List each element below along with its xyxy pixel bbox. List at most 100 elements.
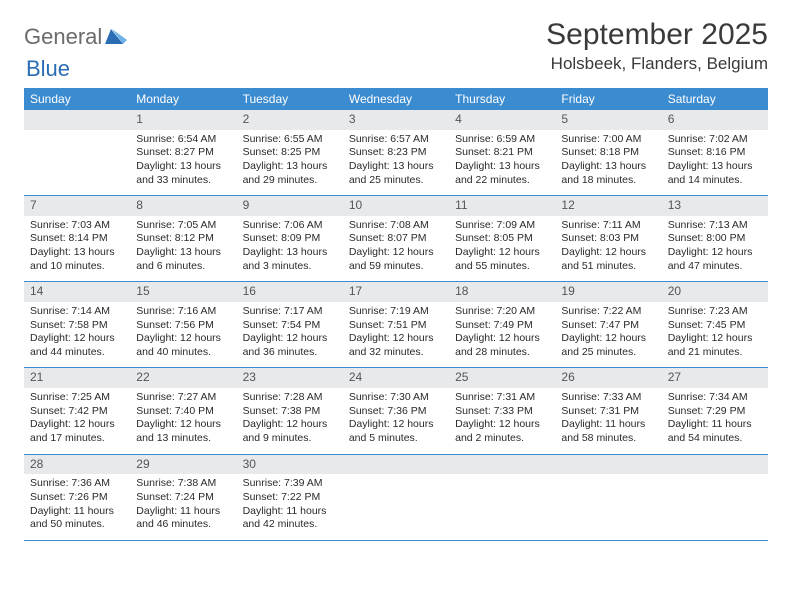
day-body: Sunrise: 7:28 AMSunset: 7:38 PMDaylight:… [237,388,343,454]
sunrise-text: Sunrise: 7:20 AM [455,305,549,319]
day-body: Sunrise: 7:06 AMSunset: 8:09 PMDaylight:… [237,216,343,282]
day-number: 16 [237,282,343,302]
daylight-text: Daylight: 11 hours and 54 minutes. [668,418,762,445]
daylight-text: Daylight: 12 hours and 25 minutes. [561,332,655,359]
sunset-text: Sunset: 7:33 PM [455,405,549,419]
sunrise-text: Sunrise: 7:19 AM [349,305,443,319]
calendar-day: 25Sunrise: 7:31 AMSunset: 7:33 PMDayligh… [449,368,555,454]
day-number: 9 [237,196,343,216]
day-body: Sunrise: 7:13 AMSunset: 8:00 PMDaylight:… [662,216,768,282]
sunset-text: Sunset: 7:54 PM [243,319,337,333]
day-body: Sunrise: 7:31 AMSunset: 7:33 PMDaylight:… [449,388,555,454]
sunrise-text: Sunrise: 7:00 AM [561,133,655,147]
calendar-day: 4Sunrise: 6:59 AMSunset: 8:21 PMDaylight… [449,110,555,196]
calendar-day: 27Sunrise: 7:34 AMSunset: 7:29 PMDayligh… [662,368,768,454]
day-number: 19 [555,282,661,302]
day-body: Sunrise: 7:02 AMSunset: 8:16 PMDaylight:… [662,130,768,196]
day-number: 17 [343,282,449,302]
calendar-day: 5Sunrise: 7:00 AMSunset: 8:18 PMDaylight… [555,110,661,196]
logo-triangle-icon [105,26,127,49]
day-number: 6 [662,110,768,130]
calendar-day: 10Sunrise: 7:08 AMSunset: 8:07 PMDayligh… [343,196,449,282]
sunrise-text: Sunrise: 7:03 AM [30,219,124,233]
sunset-text: Sunset: 8:03 PM [561,232,655,246]
sunrise-text: Sunrise: 7:11 AM [561,219,655,233]
day-body [24,130,130,188]
sunset-text: Sunset: 7:42 PM [30,405,124,419]
sunset-text: Sunset: 7:40 PM [136,405,230,419]
logo-text-blue: Blue [26,56,70,81]
day-body: Sunrise: 7:20 AMSunset: 7:49 PMDaylight:… [449,302,555,368]
day-body: Sunrise: 6:59 AMSunset: 8:21 PMDaylight:… [449,130,555,196]
calendar-day: 19Sunrise: 7:22 AMSunset: 7:47 PMDayligh… [555,282,661,368]
calendar-week: 1Sunrise: 6:54 AMSunset: 8:27 PMDaylight… [24,110,768,196]
calendar-week: 14Sunrise: 7:14 AMSunset: 7:58 PMDayligh… [24,282,768,368]
sunrise-text: Sunrise: 7:36 AM [30,477,124,491]
day-body: Sunrise: 6:57 AMSunset: 8:23 PMDaylight:… [343,130,449,196]
sunrise-text: Sunrise: 7:14 AM [30,305,124,319]
day-number: 25 [449,368,555,388]
sunrise-text: Sunrise: 7:30 AM [349,391,443,405]
daylight-text: Daylight: 12 hours and 9 minutes. [243,418,337,445]
daylight-text: Daylight: 12 hours and 47 minutes. [668,246,762,273]
sunrise-text: Sunrise: 7:31 AM [455,391,549,405]
location-text: Holsbeek, Flanders, Belgium [546,54,768,74]
sunrise-text: Sunrise: 7:23 AM [668,305,762,319]
daylight-text: Daylight: 11 hours and 42 minutes. [243,505,337,532]
daylight-text: Daylight: 12 hours and 17 minutes. [30,418,124,445]
sunrise-text: Sunrise: 7:25 AM [30,391,124,405]
sunrise-text: Sunrise: 7:16 AM [136,305,230,319]
logo-text-general: General [24,24,102,50]
calendar-week: 7Sunrise: 7:03 AMSunset: 8:14 PMDaylight… [24,196,768,282]
day-number: 13 [662,196,768,216]
day-body [449,474,555,532]
calendar-day: 16Sunrise: 7:17 AMSunset: 7:54 PMDayligh… [237,282,343,368]
day-number: 27 [662,368,768,388]
calendar-day: 6Sunrise: 7:02 AMSunset: 8:16 PMDaylight… [662,110,768,196]
day-body: Sunrise: 7:14 AMSunset: 7:58 PMDaylight:… [24,302,130,368]
weekday-header: Thursday [449,88,555,110]
weekday-header: Sunday [24,88,130,110]
logo: General [24,24,129,50]
sunrise-text: Sunrise: 7:28 AM [243,391,337,405]
sunset-text: Sunset: 7:26 PM [30,491,124,505]
sunset-text: Sunset: 7:47 PM [561,319,655,333]
day-body: Sunrise: 7:17 AMSunset: 7:54 PMDaylight:… [237,302,343,368]
daylight-text: Daylight: 12 hours and 59 minutes. [349,246,443,273]
calendar-day [24,110,130,196]
day-body: Sunrise: 7:00 AMSunset: 8:18 PMDaylight:… [555,130,661,196]
day-number: 3 [343,110,449,130]
month-title: September 2025 [546,18,768,52]
calendar-day: 13Sunrise: 7:13 AMSunset: 8:00 PMDayligh… [662,196,768,282]
sunrise-text: Sunrise: 7:05 AM [136,219,230,233]
sunset-text: Sunset: 7:56 PM [136,319,230,333]
calendar-day: 2Sunrise: 6:55 AMSunset: 8:25 PMDaylight… [237,110,343,196]
daylight-text: Daylight: 11 hours and 58 minutes. [561,418,655,445]
day-number: 2 [237,110,343,130]
day-number: 14 [24,282,130,302]
day-body: Sunrise: 6:55 AMSunset: 8:25 PMDaylight:… [237,130,343,196]
day-body: Sunrise: 7:05 AMSunset: 8:12 PMDaylight:… [130,216,236,282]
calendar-day [343,454,449,540]
weekday-header: Wednesday [343,88,449,110]
daylight-text: Daylight: 11 hours and 50 minutes. [30,505,124,532]
sunset-text: Sunset: 8:00 PM [668,232,762,246]
calendar-day [449,454,555,540]
sunset-text: Sunset: 8:14 PM [30,232,124,246]
sunset-text: Sunset: 8:18 PM [561,146,655,160]
calendar-day: 23Sunrise: 7:28 AMSunset: 7:38 PMDayligh… [237,368,343,454]
calendar-day: 1Sunrise: 6:54 AMSunset: 8:27 PMDaylight… [130,110,236,196]
day-body: Sunrise: 7:30 AMSunset: 7:36 PMDaylight:… [343,388,449,454]
calendar-day: 18Sunrise: 7:20 AMSunset: 7:49 PMDayligh… [449,282,555,368]
day-body: Sunrise: 7:03 AMSunset: 8:14 PMDaylight:… [24,216,130,282]
day-number: 24 [343,368,449,388]
sunrise-text: Sunrise: 7:02 AM [668,133,762,147]
calendar-day [555,454,661,540]
daylight-text: Daylight: 12 hours and 51 minutes. [561,246,655,273]
sunset-text: Sunset: 8:25 PM [243,146,337,160]
daylight-text: Daylight: 11 hours and 46 minutes. [136,505,230,532]
day-number: 7 [24,196,130,216]
sunrise-text: Sunrise: 7:33 AM [561,391,655,405]
day-number: 15 [130,282,236,302]
sunset-text: Sunset: 8:16 PM [668,146,762,160]
